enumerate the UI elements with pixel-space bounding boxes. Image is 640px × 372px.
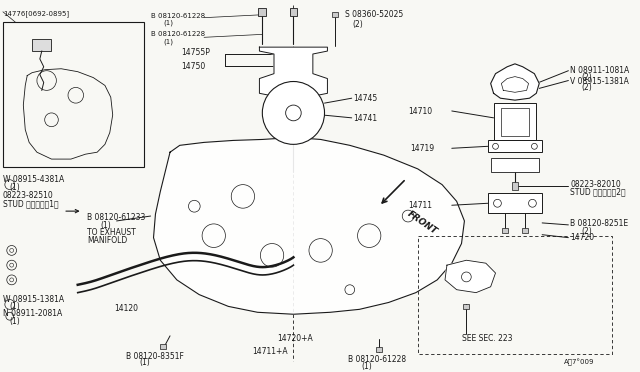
Text: W 08915-1381A: W 08915-1381A: [3, 295, 64, 304]
Bar: [501, 108, 529, 135]
Text: B 08120-61228: B 08120-61228: [150, 31, 205, 38]
Text: 14720+A: 14720+A: [277, 334, 313, 343]
Text: 14720: 14720: [570, 233, 595, 242]
Text: B 08120-8351F: B 08120-8351F: [126, 352, 184, 360]
Text: 14730: 14730: [83, 48, 105, 54]
Text: 14719: 14719: [410, 144, 434, 153]
Bar: [160, 344, 166, 349]
Text: B 08120-8251E: B 08120-8251E: [570, 219, 628, 228]
Text: 08223-82010: 08223-82010: [570, 180, 621, 189]
Text: 14120: 14120: [115, 304, 139, 314]
Polygon shape: [445, 260, 495, 293]
Bar: [332, 12, 338, 17]
Text: (2): (2): [581, 83, 592, 93]
Text: (1): (1): [139, 359, 150, 368]
Polygon shape: [154, 138, 465, 314]
Text: B 08120-61233: B 08120-61233: [88, 213, 146, 222]
Text: W 08915-4381A: W 08915-4381A: [3, 175, 64, 184]
Text: (1): (1): [362, 362, 372, 371]
Text: 14711+A: 14711+A: [253, 347, 288, 356]
Text: (1): (1): [10, 302, 20, 311]
Text: TO EXHAUST: TO EXHAUST: [88, 228, 136, 237]
Text: 14741: 14741: [354, 114, 378, 123]
Bar: [418, 236, 612, 353]
Text: (1): (1): [10, 317, 20, 326]
Bar: [488, 193, 542, 213]
Bar: [32, 39, 51, 51]
Text: SEE SEC. 223: SEE SEC. 223: [461, 334, 512, 343]
Bar: [493, 103, 536, 140]
Bar: [463, 304, 469, 310]
Text: 14776[0692-0895]: 14776[0692-0895]: [3, 10, 69, 17]
Text: S 08360-52025: S 08360-52025: [345, 10, 403, 19]
Circle shape: [262, 81, 324, 144]
Bar: [491, 158, 540, 172]
Bar: [259, 8, 266, 16]
Bar: [512, 182, 518, 189]
Text: B 08120-61228: B 08120-61228: [150, 13, 205, 19]
Text: B 08120-61228: B 08120-61228: [348, 356, 406, 365]
Bar: [3, 22, 144, 167]
Text: N 08911-2081A: N 08911-2081A: [3, 310, 62, 318]
Bar: [488, 140, 542, 152]
Text: (1): (1): [10, 183, 20, 192]
Text: 14710: 14710: [408, 107, 432, 116]
Text: A・7°009: A・7°009: [564, 359, 594, 366]
Bar: [289, 8, 298, 16]
Polygon shape: [491, 64, 540, 100]
Text: N 08911-1081A: N 08911-1081A: [570, 66, 630, 75]
Text: 08223-82510: 08223-82510: [3, 192, 54, 201]
Text: (2): (2): [581, 227, 592, 236]
Bar: [502, 228, 508, 233]
Polygon shape: [23, 69, 113, 159]
Text: (1): (1): [163, 20, 173, 26]
Text: MANIFOLD: MANIFOLD: [88, 236, 128, 245]
Bar: [376, 347, 382, 352]
Text: (1): (1): [100, 221, 111, 230]
Text: STUD スタック（2）: STUD スタック（2）: [570, 187, 626, 196]
Text: STUD スタック（1）: STUD スタック（1）: [3, 199, 58, 208]
Text: 14745: 14745: [354, 94, 378, 103]
Text: (1): (1): [163, 38, 173, 45]
Bar: [522, 228, 527, 233]
Text: (2): (2): [353, 20, 364, 29]
Text: V 08915-1381A: V 08915-1381A: [570, 77, 629, 86]
Text: 14711: 14711: [408, 201, 432, 210]
Polygon shape: [259, 47, 328, 96]
Text: 14755P: 14755P: [182, 48, 211, 57]
Text: (2): (2): [581, 73, 592, 82]
Text: 14750: 14750: [182, 62, 206, 71]
Text: FRONT: FRONT: [406, 209, 439, 236]
